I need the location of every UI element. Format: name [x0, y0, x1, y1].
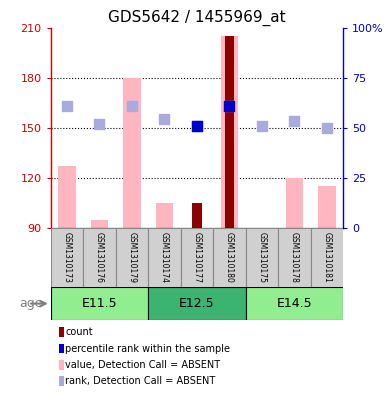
Bar: [246, 228, 278, 287]
Text: GSM1310175: GSM1310175: [257, 232, 266, 283]
Text: GSM1310176: GSM1310176: [95, 232, 104, 283]
Text: E11.5: E11.5: [82, 297, 117, 310]
Bar: [148, 287, 246, 320]
Text: count: count: [65, 327, 93, 337]
Bar: [51, 287, 148, 320]
Text: age: age: [20, 297, 43, 310]
Text: E12.5: E12.5: [179, 297, 215, 310]
Bar: [181, 228, 213, 287]
Text: GSM1310173: GSM1310173: [62, 232, 71, 283]
Bar: [246, 287, 343, 320]
Point: [161, 116, 168, 123]
Bar: [192, 203, 202, 228]
Bar: [148, 228, 181, 287]
Bar: [51, 228, 83, 287]
Text: percentile rank within the sample: percentile rank within the sample: [65, 343, 230, 354]
Text: E14.5: E14.5: [277, 297, 312, 310]
Bar: [123, 78, 141, 228]
Point: [259, 123, 265, 129]
Point: [194, 123, 200, 129]
Text: rank, Detection Call = ABSENT: rank, Detection Call = ABSENT: [65, 376, 216, 386]
Point: [194, 123, 200, 129]
Bar: [213, 228, 246, 287]
Text: GSM1310181: GSM1310181: [323, 232, 332, 283]
Bar: [220, 36, 238, 228]
Bar: [318, 186, 336, 228]
Point: [96, 121, 103, 127]
Point: [291, 118, 298, 124]
Title: GDS5642 / 1455969_at: GDS5642 / 1455969_at: [108, 10, 286, 26]
Bar: [83, 228, 116, 287]
Bar: [285, 178, 303, 228]
Point: [226, 103, 232, 109]
Bar: [156, 203, 174, 228]
Point: [324, 125, 330, 131]
Text: value, Detection Call = ABSENT: value, Detection Call = ABSENT: [65, 360, 220, 370]
Bar: [278, 228, 311, 287]
Text: GSM1310178: GSM1310178: [290, 232, 299, 283]
Text: GSM1310180: GSM1310180: [225, 232, 234, 283]
Text: GSM1310177: GSM1310177: [192, 232, 202, 283]
Point: [64, 103, 70, 109]
Bar: [311, 228, 343, 287]
Text: GSM1310174: GSM1310174: [160, 232, 169, 283]
Bar: [58, 166, 76, 228]
Point: [129, 103, 135, 109]
Text: GSM1310179: GSM1310179: [128, 232, 136, 283]
Point: [226, 103, 232, 109]
Bar: [225, 36, 234, 228]
Bar: [90, 220, 108, 228]
Bar: [116, 228, 148, 287]
